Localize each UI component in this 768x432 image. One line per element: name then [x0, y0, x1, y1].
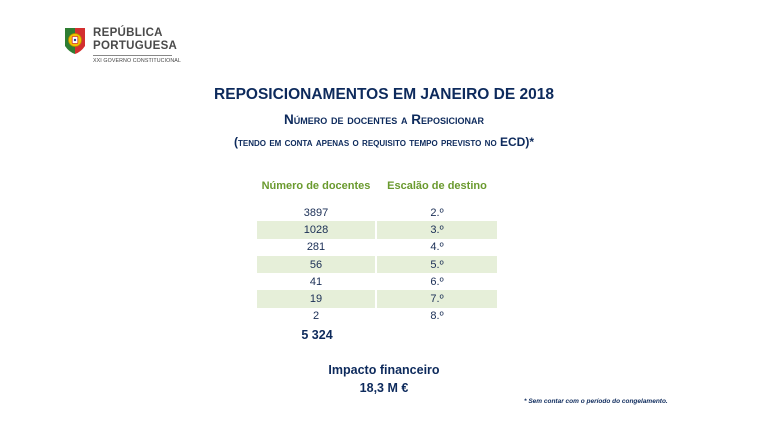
cell-escalao: 5.º [376, 255, 497, 274]
table-header-row: Número de docentes Escalão de destino [257, 169, 497, 204]
cell-escalao: 4.º [376, 238, 497, 256]
table-row: 3897 2.º [257, 203, 497, 222]
cell-escalao: 3.º [376, 221, 497, 239]
repositioning-table: Número de docentes Escalão de destino 38… [257, 169, 497, 326]
cell-escalao: 8.º [376, 307, 497, 326]
page-subtitle: Número de docentes a Reposicionar [283, 112, 485, 127]
impact-label: Impacto financeiro [328, 363, 440, 377]
footnote: * Sem contar com o período do congelamen… [524, 398, 668, 405]
cell-docentes: 2 [257, 307, 377, 326]
page-note: (tendo em conta apenas o requisito tempo… [233, 135, 535, 149]
logo-text-portuguesa: PORTUGUESA [93, 40, 178, 52]
impact-value: 18,3 M € [359, 381, 409, 395]
cell-escalao: 2.º [376, 203, 497, 222]
cell-docentes: 281 [257, 238, 377, 256]
cell-docentes: 41 [257, 273, 377, 291]
republica-portuguesa-logo: REPÚBLICA PORTUGUESA XXI GOVERNO CONSTIT… [63, 26, 193, 70]
cell-escalao: 7.º [376, 290, 497, 308]
table-row: 19 7.º [257, 290, 497, 308]
cell-escalao: 6.º [376, 273, 497, 291]
table-row: 41 6.º [257, 273, 497, 291]
logo-text-governo: XXI GOVERNO CONSTITUCIONAL [93, 58, 181, 64]
cell-docentes: 1028 [257, 221, 377, 239]
header-numero-docentes: Número de docentes [257, 169, 377, 204]
total-docentes: 5 324 [301, 328, 333, 342]
cell-docentes: 3897 [257, 203, 377, 222]
logo-divider [93, 55, 172, 56]
header-escalao-destino: Escalão de destino [376, 169, 497, 204]
portugal-coat-of-arms-icon [65, 28, 85, 54]
table-row: 281 4.º [257, 238, 497, 256]
table-row: 2 8.º [257, 307, 497, 326]
cell-docentes: 56 [257, 255, 377, 274]
page-title: REPOSICIONAMENTOS EM JANEIRO DE 2018 [214, 86, 554, 103]
table-row: 1028 3.º [257, 221, 497, 239]
cell-docentes: 19 [257, 290, 377, 308]
table-row: 56 5.º [257, 255, 497, 274]
logo-text-republica: REPÚBLICA [93, 27, 163, 39]
